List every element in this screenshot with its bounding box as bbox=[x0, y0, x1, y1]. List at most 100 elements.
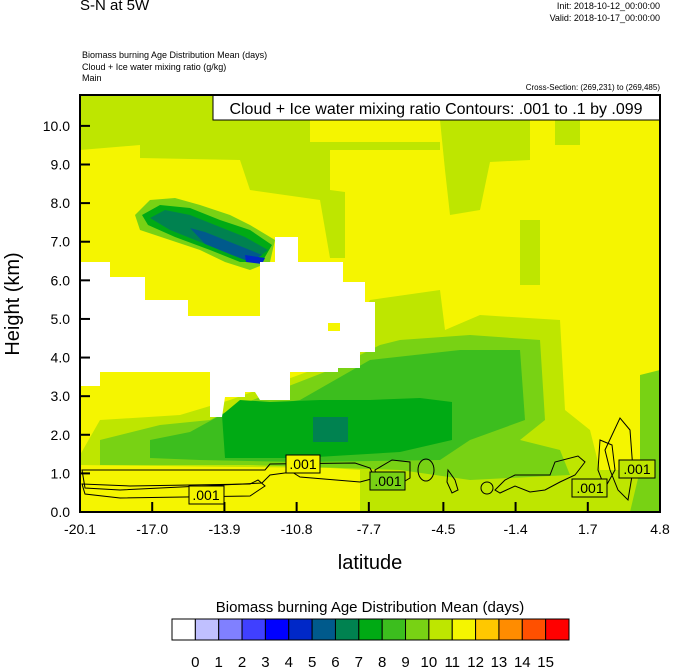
init-time: Init: 2018-10-12_00:00:00 bbox=[556, 1, 660, 11]
valid-time: Valid: 2018-10-17_00:00:00 bbox=[549, 13, 660, 23]
contour-line bbox=[81, 462, 376, 491]
contour-line bbox=[494, 455, 586, 494]
contour-line bbox=[604, 417, 634, 502]
y-tick-label: 6.0 bbox=[51, 272, 71, 288]
colorbar-swatch bbox=[381, 618, 407, 641]
colorbar-label: 6 bbox=[331, 654, 339, 668]
contour-label-box bbox=[285, 454, 321, 474]
colorbar-swatch bbox=[288, 618, 313, 641]
x-tick-label: -10.8 bbox=[281, 521, 313, 537]
contour-label-box bbox=[618, 459, 656, 479]
contour-line bbox=[81, 479, 266, 499]
contour-label: .001 bbox=[289, 456, 316, 472]
colorbar-swatch bbox=[264, 618, 290, 641]
contour-label: .001 bbox=[623, 461, 650, 477]
field-lightgreen-top bbox=[80, 95, 440, 258]
colorbar-swatch bbox=[428, 618, 453, 641]
colorbar-label: 3 bbox=[261, 654, 269, 668]
y-tick-label: 2.0 bbox=[51, 427, 71, 443]
colorbar-swatch bbox=[475, 618, 500, 641]
y-tick-label: 4.0 bbox=[51, 350, 71, 366]
colorbar-label: 1 bbox=[215, 654, 223, 668]
contour-lines bbox=[81, 417, 634, 502]
field-label-2: Cloud + Ice water mixing ratio (g/kg) bbox=[82, 62, 227, 72]
field-plume-blue bbox=[190, 228, 262, 262]
colorbar-label: 8 bbox=[378, 654, 386, 668]
contour-label: .001 bbox=[192, 487, 219, 503]
y-tick-label: 9.0 bbox=[51, 157, 71, 173]
colorbar-swatch bbox=[311, 618, 336, 641]
contour-line bbox=[446, 468, 459, 494]
y-axis-label: Height (km) bbox=[2, 252, 24, 355]
field-teal-lower bbox=[313, 417, 348, 442]
colorbar-label: 14 bbox=[514, 654, 531, 668]
x-tick-label: 4.8 bbox=[650, 521, 670, 537]
field-label-3: Main bbox=[82, 73, 102, 83]
contour-line bbox=[417, 458, 435, 482]
y-tick-label: 3.0 bbox=[51, 388, 71, 404]
y-tick-label: 1.0 bbox=[51, 465, 71, 481]
field-lightgreen-upper-right bbox=[440, 120, 530, 215]
y-tick-label: 8.0 bbox=[51, 195, 71, 211]
x-tick-label: -17.0 bbox=[136, 521, 168, 537]
contour-line bbox=[480, 481, 494, 495]
field-yellow-hole bbox=[328, 323, 340, 331]
colorbar-label: 2 bbox=[238, 654, 246, 668]
cross-section-label: Cross-Section: (269,231) to (269,485) bbox=[525, 83, 660, 92]
x-tick-label: -13.9 bbox=[208, 521, 240, 537]
field-lightgreen-mid bbox=[520, 220, 540, 285]
colorbar-swatch bbox=[498, 618, 523, 641]
colorbar-label: 5 bbox=[308, 654, 316, 668]
contour-label: .001 bbox=[374, 473, 401, 489]
x-axis: -20.1 -17.0 -13.9 -10.8 -7.7 -4.5 -1.4 1.7 4.8 bbox=[64, 502, 670, 537]
x-tick-label: -1.4 bbox=[504, 521, 528, 537]
contour-labels: .001 .001 .001 .001 .001 bbox=[188, 454, 656, 505]
colorbar-swatch bbox=[405, 618, 430, 641]
field-missing-white bbox=[80, 237, 375, 417]
x-tick-label: -20.1 bbox=[64, 521, 96, 537]
y-tick-label: 0.0 bbox=[51, 504, 71, 520]
colorbar-label: 11 bbox=[444, 654, 460, 668]
colorbar-swatch bbox=[334, 618, 360, 641]
colorbar-swatch bbox=[194, 618, 220, 641]
colorbar-label: 12 bbox=[467, 654, 484, 668]
colorbar-label: 15 bbox=[537, 654, 554, 668]
contour-label-box bbox=[369, 471, 406, 491]
colorbar-title: Biomass burning Age Distribution Mean (d… bbox=[216, 599, 524, 616]
colorbar-swatch bbox=[171, 618, 196, 641]
colorbar-swatch bbox=[545, 618, 570, 641]
colorbar: 0 1 2 3 4 5 6 7 8 9 10 11 12 13 14 15 bbox=[171, 618, 570, 668]
y-tick-label: 10.0 bbox=[43, 118, 70, 134]
field-label-1: Biomass burning Age Distribution Mean (d… bbox=[82, 50, 268, 60]
colorbar-label: 10 bbox=[421, 654, 438, 668]
plot-frame bbox=[79, 94, 661, 513]
colorbar-label: 9 bbox=[401, 654, 409, 668]
shaded-field bbox=[80, 95, 660, 512]
contour-info: Cloud + Ice water mixing ratio Contours:… bbox=[229, 101, 642, 118]
colorbar-swatch bbox=[241, 618, 266, 641]
contour-label-box bbox=[571, 478, 608, 498]
contour-label-box bbox=[188, 485, 225, 505]
contour-info-box bbox=[212, 94, 661, 121]
y-axis: 0.0 1.0 2.0 3.0 4.0 5.0 6.0 7.0 8.0 9.0 10.0 bbox=[43, 118, 90, 520]
colorbar-label: 0 bbox=[191, 654, 199, 668]
colorbar-label: 13 bbox=[491, 654, 508, 668]
colorbar-label: 7 bbox=[355, 654, 363, 668]
contour-label: .001 bbox=[576, 480, 603, 496]
field-plume-deepblue bbox=[245, 255, 265, 264]
x-tick-label: -7.7 bbox=[357, 521, 381, 537]
y-tick-label: 5.0 bbox=[51, 311, 71, 327]
y-tick-label: 7.0 bbox=[51, 234, 71, 250]
x-tick-label: 1.7 bbox=[578, 521, 598, 537]
colorbar-swatch bbox=[451, 618, 477, 641]
colorbar-swatch bbox=[521, 618, 547, 641]
plot-title: S-N at 5W bbox=[80, 0, 150, 14]
colorbar-swatch bbox=[358, 618, 383, 641]
contour-line bbox=[597, 439, 616, 490]
x-axis-label: latitude bbox=[338, 552, 403, 574]
field-lightgreen-upper-right2 bbox=[555, 120, 580, 145]
colorbar-label: 4 bbox=[285, 654, 293, 668]
colorbar-swatch bbox=[218, 618, 243, 641]
x-tick-label: -4.5 bbox=[431, 521, 455, 537]
